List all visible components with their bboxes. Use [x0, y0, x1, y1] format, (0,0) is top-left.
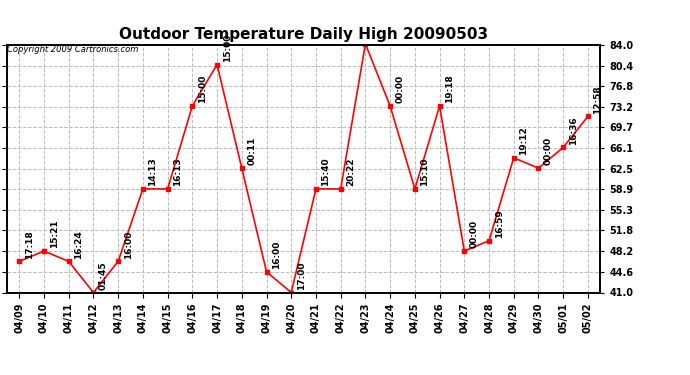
- Text: 16:13: 16:13: [173, 158, 182, 186]
- Text: Copyright 2009 Cartronics.com: Copyright 2009 Cartronics.com: [7, 45, 138, 54]
- Text: 15:00: 15:00: [198, 75, 207, 103]
- Text: 16:15: 16:15: [0, 374, 1, 375]
- Text: 15:00: 15:00: [223, 33, 232, 62]
- Text: 17:18: 17:18: [25, 230, 34, 259]
- Text: 15:10: 15:10: [420, 158, 429, 186]
- Text: 20:22: 20:22: [346, 158, 355, 186]
- Text: 00:11: 00:11: [247, 137, 257, 165]
- Text: 16:00: 16:00: [272, 241, 281, 269]
- Text: 00:00: 00:00: [395, 75, 405, 103]
- Text: 19:18: 19:18: [445, 75, 454, 103]
- Text: 16:36: 16:36: [569, 116, 578, 145]
- Text: 17:00: 17:00: [297, 261, 306, 290]
- Text: 01:45: 01:45: [99, 261, 108, 290]
- Text: 00:00: 00:00: [470, 220, 479, 248]
- Title: Outdoor Temperature Daily High 20090503: Outdoor Temperature Daily High 20090503: [119, 27, 488, 42]
- Text: 16:59: 16:59: [495, 209, 504, 238]
- Text: 15:40: 15:40: [322, 158, 331, 186]
- Text: 00:00: 00:00: [544, 137, 553, 165]
- Text: 15:21: 15:21: [50, 220, 59, 248]
- Text: 16:24: 16:24: [75, 230, 83, 259]
- Text: 19:12: 19:12: [520, 126, 529, 155]
- Text: 16:00: 16:00: [124, 230, 132, 259]
- Text: 14:13: 14:13: [148, 158, 157, 186]
- Text: 12:58: 12:58: [593, 85, 602, 114]
